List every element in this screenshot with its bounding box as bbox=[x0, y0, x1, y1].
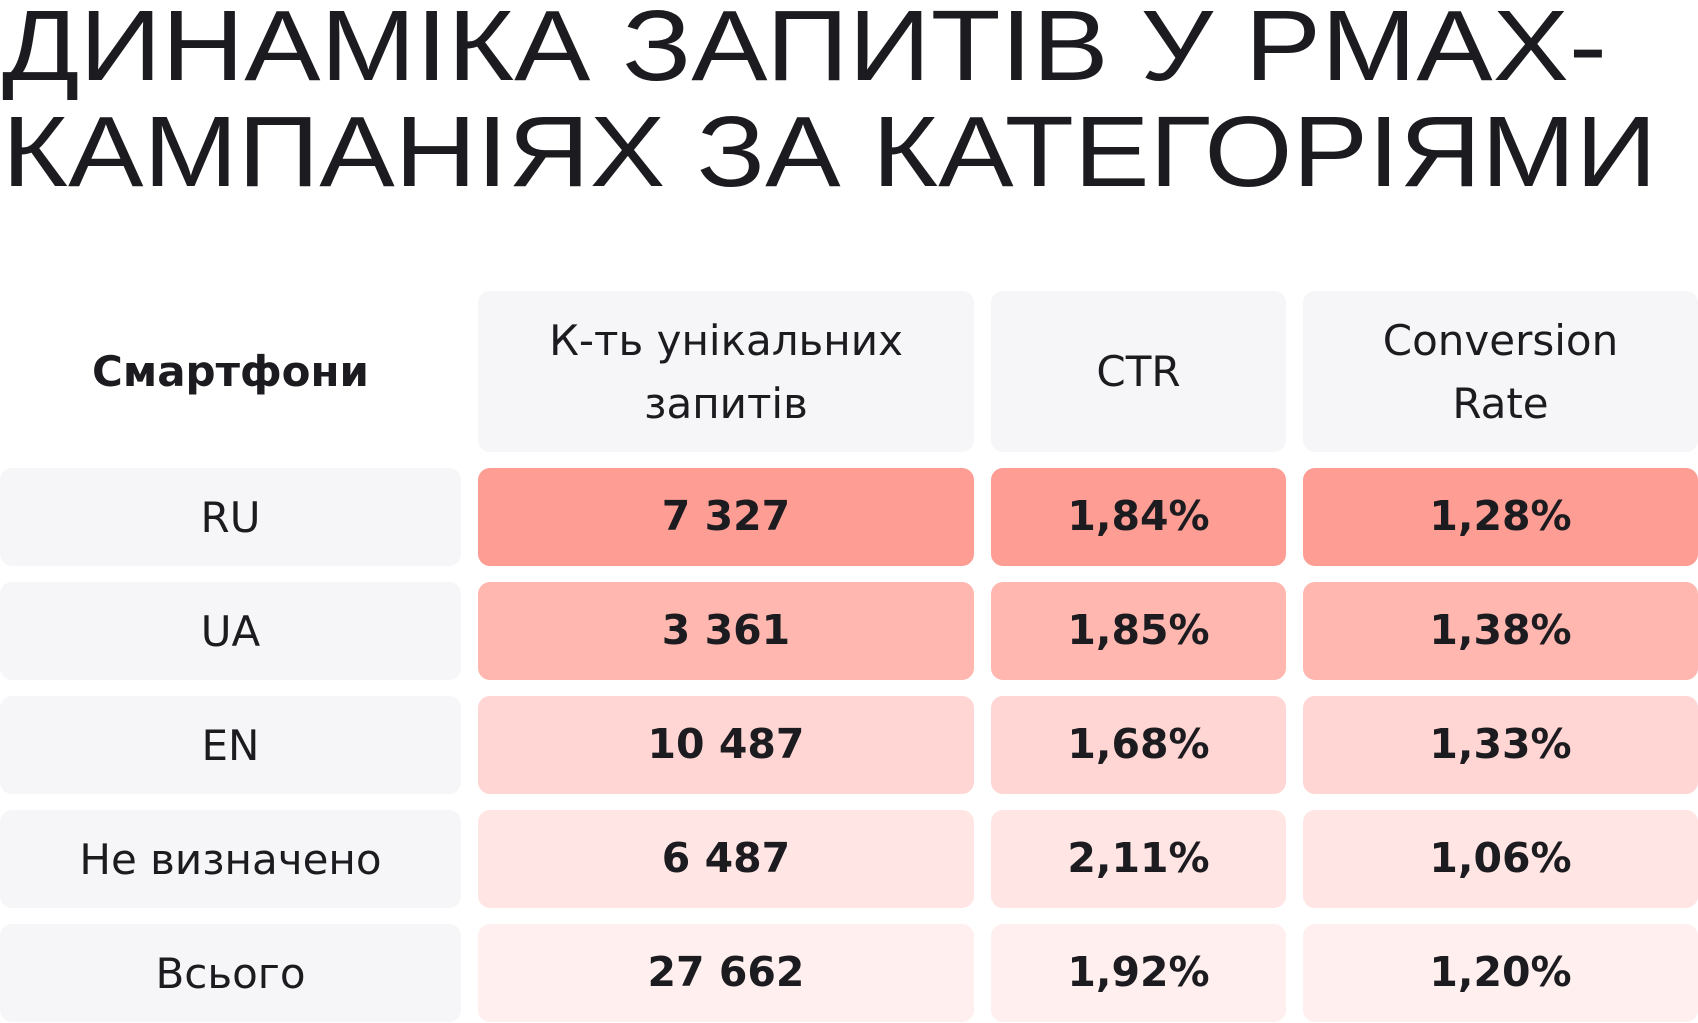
row-label: Всього bbox=[0, 924, 461, 1022]
value-cell: 2,11% bbox=[991, 810, 1286, 908]
row-label: UA bbox=[0, 582, 461, 680]
row-label: RU bbox=[0, 468, 461, 566]
row-label: Не визначено bbox=[0, 810, 461, 908]
row-label: EN bbox=[0, 696, 461, 794]
value-cell: 10 487 bbox=[478, 696, 974, 794]
header-cell: Conversion Rate bbox=[1303, 291, 1698, 452]
value-cell: 1,28% bbox=[1303, 468, 1698, 566]
header-cell: Смартфони bbox=[92, 347, 369, 396]
value-cell: 1,85% bbox=[991, 582, 1286, 680]
value-cell: 1,20% bbox=[1303, 924, 1698, 1022]
value-cell: 1,84% bbox=[991, 468, 1286, 566]
table: Смартфони К-ть унікальних запитів CTR Conve… bbox=[0, 291, 1698, 1022]
value-cell: 7 327 bbox=[478, 468, 974, 566]
title-line: КАМПАНІЯХ ЗА КАТЕГОРІЯМИ bbox=[2, 96, 1657, 208]
value-cell: 1,33% bbox=[1303, 696, 1698, 794]
value-cell: 1,68% bbox=[991, 696, 1286, 794]
value-cell: 1,06% bbox=[1303, 810, 1698, 908]
title: ДИНАМІКА ЗАПИТІВ У PMAX- КАМПАНІЯХ ЗА КА… bbox=[2, 0, 1657, 208]
value-cell: 1,92% bbox=[991, 924, 1286, 1022]
value-cell: 27 662 bbox=[478, 924, 974, 1022]
value-cell: 6 487 bbox=[478, 810, 974, 908]
title-line: ДИНАМІКА ЗАПИТІВ У PMAX- bbox=[2, 0, 1607, 102]
value-cell: 3 361 bbox=[478, 582, 974, 680]
header-cell: CTR bbox=[991, 291, 1286, 452]
value-cell: 1,38% bbox=[1303, 582, 1698, 680]
header-cell: К-ть унікальних запитів bbox=[478, 291, 974, 452]
